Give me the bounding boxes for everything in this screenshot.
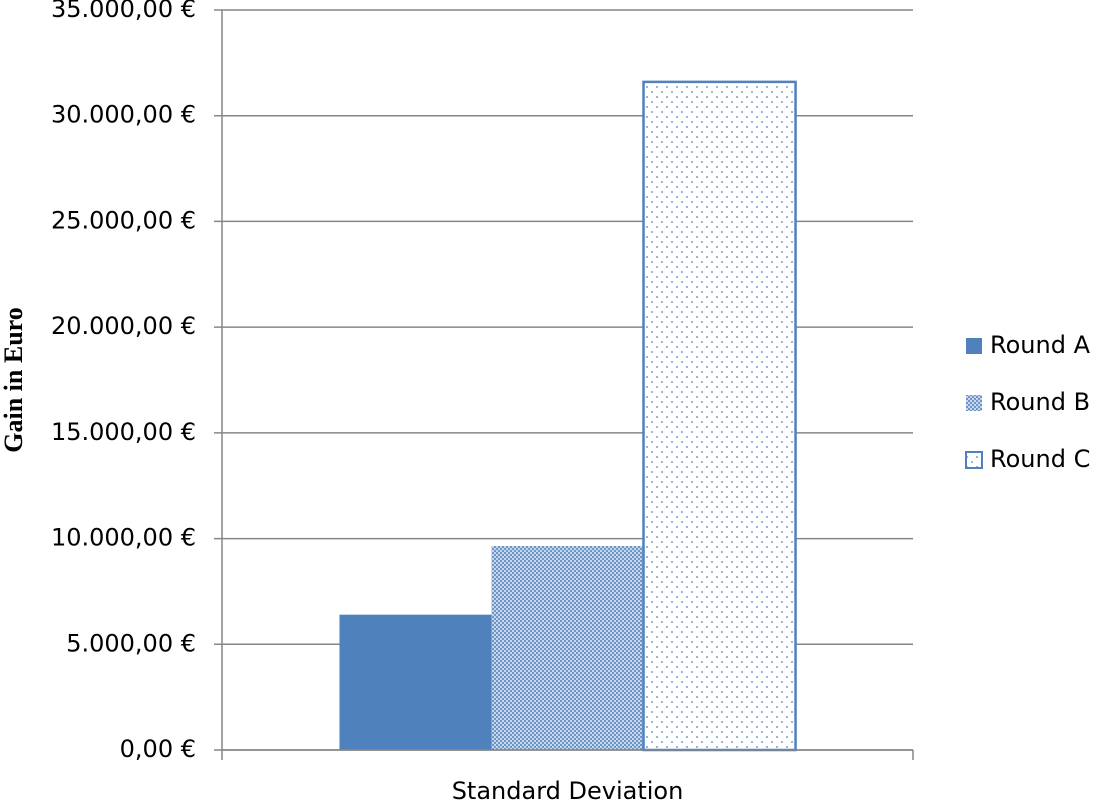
y-tick-label: 30.000,00 € [51,101,196,129]
y-tick-label: 35.000,00 € [51,0,196,23]
y-tick-label: 0,00 € [120,735,196,763]
y-tick-label: 25.000,00 € [51,206,196,234]
legend-swatch [966,395,982,411]
y-axis-title: Gain in Euro [0,307,28,452]
legend-swatch [966,338,982,354]
y-tick-label: 10.000,00 € [51,524,196,552]
bar [339,614,492,750]
y-tick-label: 5.000,00 € [66,629,196,657]
legend-swatch [965,451,983,469]
y-tick-label: 20.000,00 € [51,312,196,340]
x-tick-label: Standard Deviation [452,777,684,802]
y-tick-label: 15.000,00 € [51,418,196,446]
legend-label: Round A [990,331,1091,359]
legend-label: Round B [990,388,1090,416]
legend-label: Round C [990,445,1090,473]
bar [491,545,644,750]
bar [642,80,797,752]
